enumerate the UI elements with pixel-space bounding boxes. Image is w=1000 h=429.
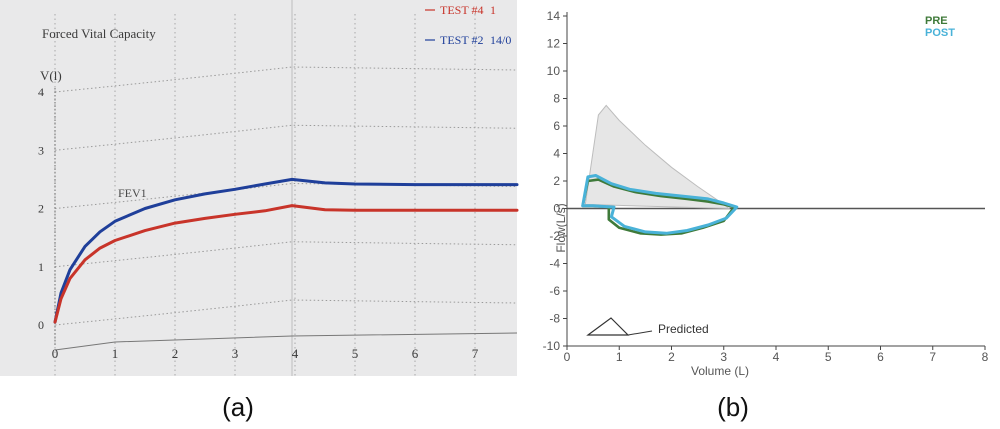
panel-a-title: Forced Vital Capacity [42, 26, 156, 41]
panel-a-axes: 0 1 2 3 4 0 1 2 3 4 5 6 7 [38, 85, 479, 361]
panel-a-ytick-1: 1 [38, 260, 44, 274]
panel-b-xtick-8: 8 [982, 350, 989, 364]
panel-b-ytick--10: -10 [543, 339, 561, 353]
panel-a-baseline [54, 332, 518, 351]
panel-b-ytick--6: -6 [549, 284, 560, 298]
panel-a-xtick-1: 1 [112, 346, 119, 361]
panel-b-ylabel: Flow(L/s) [554, 203, 568, 252]
legend-extra-test4: 1 [490, 3, 496, 17]
legend-label-test2: TEST #2 [440, 33, 483, 47]
series-line-test-4 [53, 204, 519, 324]
panel-a-ytick-2: 2 [38, 202, 44, 216]
panel-b-legend: PRE POST [925, 15, 955, 39]
panel-a-hgrid-4 [54, 66, 518, 93]
predicted-key-label: Predicted [658, 322, 709, 336]
panel-a-hgrid-3 [54, 124, 518, 151]
panel-a-xtick-7: 7 [472, 346, 479, 361]
panel-b-ytick-14: 14 [547, 9, 561, 23]
panel-a-xtick-3: 3 [232, 346, 239, 361]
panel-b-ytick-4: 4 [553, 147, 560, 161]
legend-extra-test2: 14/0 [490, 33, 511, 47]
panel-a-xtick-0: 0 [52, 346, 59, 361]
panel-a-ytick-3: 3 [38, 143, 44, 157]
panel-a-xtick-5: 5 [352, 346, 359, 361]
panel-a-paper [0, 0, 517, 376]
panel-b-ytick--2: -2 [549, 229, 560, 243]
panel-b-ytick-6: 6 [553, 119, 560, 133]
panel-a-ytick-0: 0 [38, 318, 44, 332]
panel-b-ytick-8: 8 [553, 92, 560, 106]
series-area-predicted [584, 104, 731, 210]
panel-b-ytick-0: 0 [553, 202, 560, 216]
panel-a-hgrid-2 [54, 182, 518, 209]
predicted-key-symbol [586, 317, 630, 336]
panel-b-xtick-7: 7 [929, 350, 936, 364]
legend-label-pre: PRE [925, 15, 948, 27]
panel-b-xlabel: Volume (L) [691, 364, 749, 378]
panel-a-xtick-2: 2 [172, 346, 179, 361]
panel-b-ytick--4: -4 [549, 257, 560, 271]
panel-a-legend: TEST #4 1 TEST #2 14/0 [425, 3, 511, 47]
panel-a-xtick-4: 4 [292, 346, 299, 361]
panel-b-caption: (b) [717, 392, 749, 422]
panel-a-caption: (a) [222, 392, 254, 422]
panel-a-grid [54, 0, 518, 376]
panel-b-xtick-6: 6 [877, 350, 884, 364]
panel-b-ytick-2: 2 [553, 174, 560, 188]
panel-a-xtick-6: 6 [412, 346, 419, 361]
panel-b-xtick-1: 1 [616, 350, 623, 364]
panel-a-series [53, 177, 519, 324]
series-line-test-2 [53, 177, 519, 324]
panel-b-xtick-0: 0 [564, 350, 571, 364]
panel-b-series [581, 104, 739, 236]
panel-b-ytick-12: 12 [547, 37, 561, 51]
panel-a-hgrid-0 [54, 299, 518, 326]
panel-b-ytick-10: 10 [547, 64, 561, 78]
legend-label-post: POST [925, 27, 955, 39]
legend-label-test4: TEST #4 [440, 3, 483, 17]
panel-b-xtick-5: 5 [825, 350, 832, 364]
series-line-post [581, 174, 739, 235]
panel-b-xtick-2: 2 [668, 350, 675, 364]
panel-b-xtick-3: 3 [720, 350, 727, 364]
panel-b-xtick-4: 4 [773, 350, 780, 364]
panel-b-ytick--8: -8 [549, 312, 560, 326]
fev1-annotation: FEV1 [118, 186, 147, 200]
predicted-key-line [627, 330, 653, 336]
panel-a-ytick-4: 4 [38, 85, 44, 99]
panel-a-ylabel: V(l) [40, 68, 62, 83]
panel-a-hgrid-1 [54, 241, 518, 268]
panel-a-chart: 0 1 2 3 4 0 1 2 3 4 5 6 7 Forced Vital Capacity V(l)… [0, 0, 519, 376]
predicted-key: Predicted [586, 317, 709, 336]
